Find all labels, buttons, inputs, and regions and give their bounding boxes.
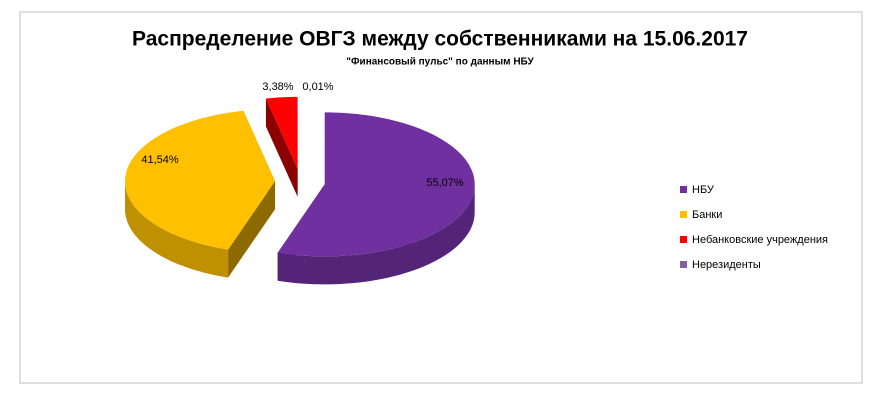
- legend-swatch: [680, 236, 687, 243]
- data-label: 3,38%: [262, 81, 293, 93]
- legend-swatch: [680, 261, 687, 268]
- legend-label: Небанковские учреждения: [692, 234, 828, 246]
- legend-label: Нерезиденты: [692, 259, 761, 271]
- chart-subtitle: "Финансовый пульс" по данным НБУ: [346, 57, 534, 68]
- legend-swatch: [680, 211, 687, 218]
- chart-title: Распределение ОВГЗ между собственниками …: [132, 28, 748, 51]
- data-label: 0,01%: [302, 81, 333, 93]
- data-label: 41,54%: [141, 154, 179, 166]
- legend-label: НБУ: [692, 184, 715, 196]
- legend-label: Банки: [692, 209, 722, 221]
- data-label: 55,07%: [426, 177, 464, 189]
- legend-swatch: [680, 186, 687, 193]
